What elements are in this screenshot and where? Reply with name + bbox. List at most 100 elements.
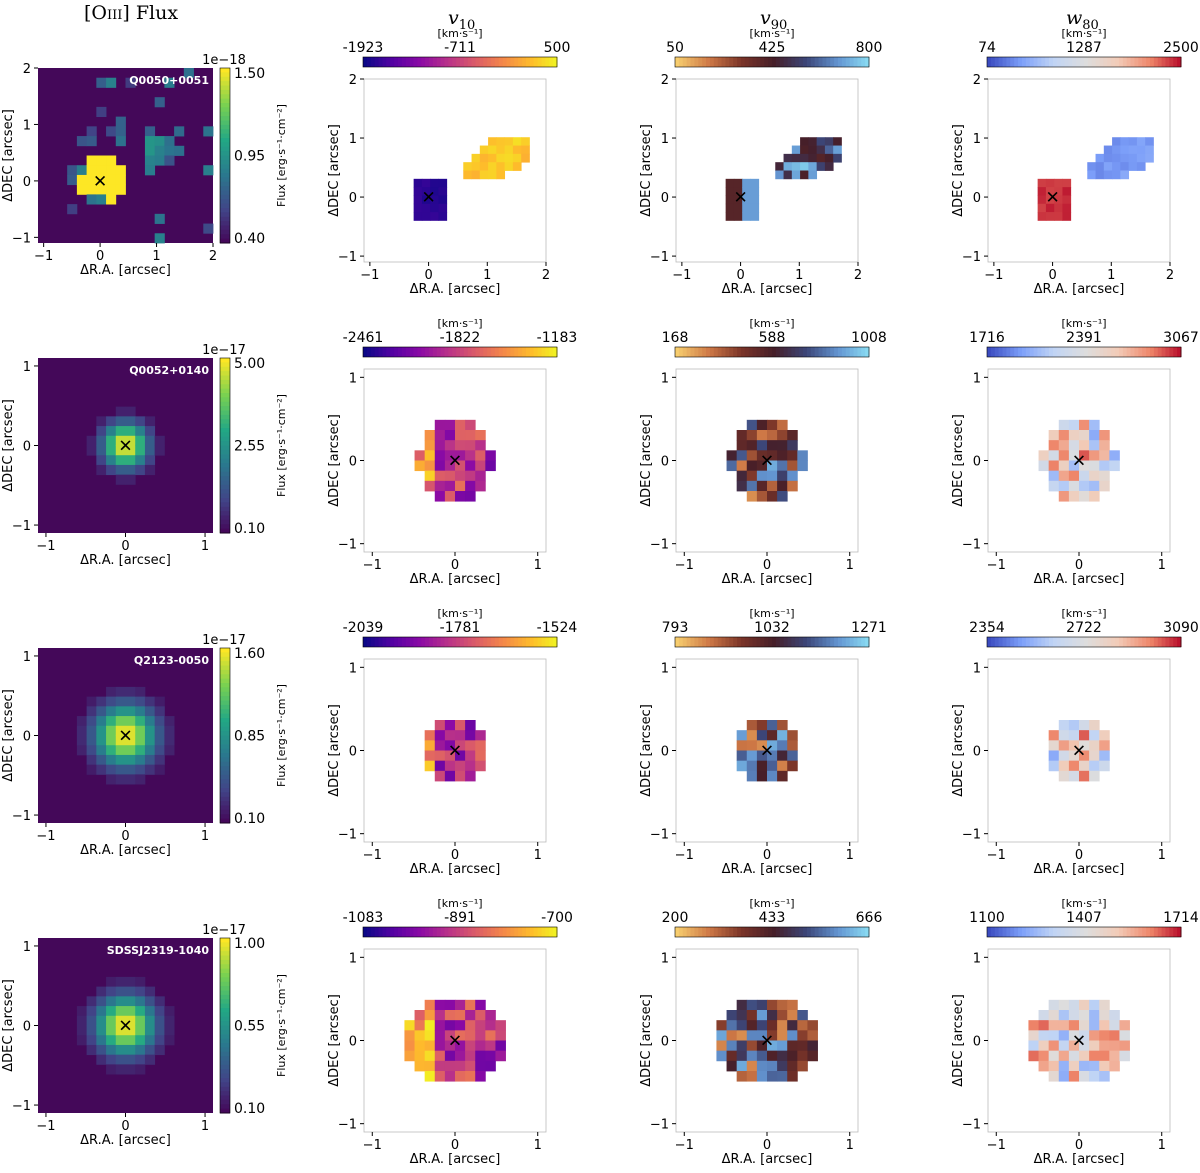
map-pixel (777, 470, 788, 482)
colorbar-segment (510, 637, 515, 647)
map-pixel (479, 153, 489, 163)
colorbar-tick-label: -1822 (440, 330, 481, 346)
colorbar-segment (775, 927, 781, 937)
map-pixel (465, 450, 476, 461)
colorbar-segment (409, 57, 414, 67)
map-pixel (496, 153, 506, 163)
colorbar-segment (417, 637, 422, 647)
colorbar-tick-label: 2722 (1066, 620, 1102, 636)
y-axis-label: ΔDEC [arcsec] (639, 414, 654, 507)
flux-pixel (76, 725, 88, 736)
flux-pixel (106, 455, 117, 466)
map-pixel (434, 740, 446, 751)
colorbar-segment (702, 57, 707, 67)
flux-pixel (125, 686, 136, 698)
colorbar-segment (1142, 57, 1147, 67)
x-tick-label: −1 (360, 268, 379, 283)
map-pixel (777, 750, 788, 762)
map-pixel (1079, 720, 1090, 731)
colorbar-segment (506, 637, 511, 647)
colorbar-segment (1037, 347, 1042, 357)
map-pixel (485, 1040, 496, 1052)
map-pixel (716, 1020, 727, 1031)
map-pixel (1038, 1030, 1050, 1041)
colorbar-segment (698, 637, 703, 647)
colorbar-segment (220, 942, 230, 948)
colorbar-segment (220, 221, 230, 227)
map-pixel (1095, 153, 1105, 163)
map-pixel (1028, 1020, 1039, 1031)
colorbar-segment (220, 216, 230, 222)
x-axis-label: ΔR.A. [arcsec] (410, 1152, 501, 1167)
map-pixel (736, 999, 748, 1011)
y-tick-label: 1 (973, 951, 981, 966)
colorbar-segment (220, 502, 230, 508)
colorbar-segment (366, 927, 372, 937)
map-pixel (824, 137, 834, 146)
map-pixel (1079, 740, 1090, 751)
colorbar-segment (440, 927, 445, 937)
flux-pixel (106, 1025, 117, 1036)
y-tick-label: −1 (650, 538, 669, 553)
colorbar-segment (1052, 347, 1058, 357)
colorbar-segment (220, 656, 230, 662)
map-panel-v90: ✕−1 0 110−1ΔR.A. [arcsec]ΔDEC [arcsec]168 5… (639, 317, 887, 587)
map-pixel (1068, 480, 1080, 492)
flux-pixel (164, 1015, 175, 1026)
colorbar-segment (220, 124, 230, 130)
colorbar-segment (1049, 637, 1054, 647)
map-pixel (716, 1050, 727, 1062)
colorbar-segment (1095, 347, 1101, 357)
colorbar-segment (220, 146, 230, 152)
flux-pixel (76, 1006, 88, 1017)
colorbar-segment (764, 637, 769, 647)
colorbar-segment (467, 927, 473, 937)
flux-pixel (96, 764, 107, 775)
map-pixel (756, 460, 768, 472)
colorbar-segment (779, 57, 785, 67)
map-pixel (424, 440, 436, 451)
flux-pixel (174, 126, 185, 137)
colorbar-segment (744, 347, 750, 357)
colorbar-segment (1018, 927, 1023, 937)
map-pixel (1068, 470, 1080, 482)
y-axis-label: ΔDEC [arcsec] (1, 109, 16, 202)
x-axis-label: ΔR.A. [arcsec] (410, 862, 501, 877)
colorbar-segment (220, 955, 230, 961)
colorbar-segment (421, 637, 426, 647)
colorbar-segment (487, 57, 492, 67)
flux-pixel (96, 745, 107, 756)
map-pixel (1037, 187, 1047, 196)
map-pixel (1079, 460, 1090, 472)
colorbar-tick-label: 0.10 (234, 521, 265, 537)
colorbar-segment (717, 347, 723, 357)
map-pixel (1068, 1010, 1080, 1021)
map-pixel (424, 1040, 436, 1052)
map-pixel (1062, 212, 1072, 221)
map-pixel (756, 1040, 768, 1052)
colorbar-segment (220, 480, 230, 486)
map-pixel (1048, 480, 1060, 492)
map-pixel (1048, 1050, 1060, 1062)
map-pixel (465, 440, 476, 451)
y-tick-label: 2 (23, 62, 31, 77)
colorbar-segment (220, 120, 230, 126)
map-pixel (1058, 740, 1070, 751)
flux-pixel (96, 716, 107, 727)
flux-pixel (154, 445, 165, 456)
map-pixel (750, 212, 760, 221)
colorbar-segment (1130, 927, 1135, 937)
y-tick-label: 0 (661, 191, 669, 206)
map-pixel (424, 450, 436, 461)
colorbar-tick-label: 1.60 (234, 646, 265, 662)
colorbar-segment (1118, 637, 1124, 647)
colorbar-segment (1107, 57, 1112, 67)
map-pixel (465, 999, 476, 1011)
colorbar-segment (865, 927, 870, 937)
map-pixel (1068, 720, 1080, 731)
colorbar-segment (818, 347, 823, 357)
colorbar-segment (690, 927, 695, 937)
map-pixel (444, 470, 456, 482)
colorbar-segment (452, 57, 457, 67)
colorbar-segment (1010, 57, 1015, 67)
